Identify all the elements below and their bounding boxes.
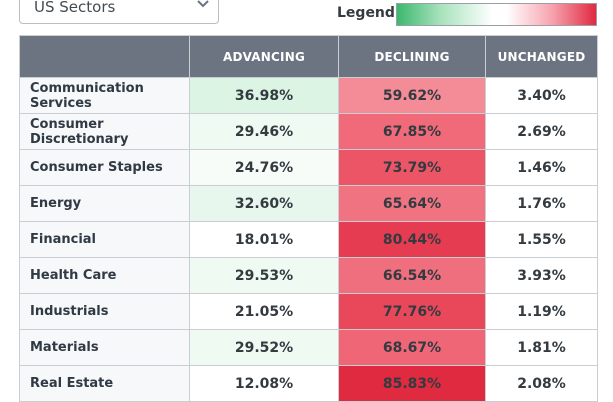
unchanged-cell: 1.46% — [485, 149, 598, 186]
table-row[interactable]: Health Care 29.53% 66.54% 3.93% — [19, 257, 598, 294]
header-unchanged[interactable]: UNCHANGED — [485, 35, 598, 78]
sector-name: Financial — [19, 221, 190, 258]
declining-cell: 77.76% — [338, 293, 486, 330]
declining-cell: 68.67% — [338, 329, 486, 366]
sector-name: Consumer Staples — [19, 149, 190, 186]
sector-name: Energy — [19, 185, 190, 222]
unchanged-cell: 1.19% — [485, 293, 598, 330]
table-row[interactable]: Financial 18.01% 80.44% 1.55% — [19, 221, 598, 258]
table-row[interactable]: Real Estate 12.08% 85.83% 2.08% — [19, 365, 598, 402]
sector-group-select-value: US Sectors — [34, 0, 116, 16]
sector-name: Consumer Discretionary — [19, 113, 190, 150]
declining-cell: 66.54% — [338, 257, 486, 294]
advancing-cell: 29.46% — [189, 113, 339, 150]
advancing-cell: 36.98% — [189, 77, 339, 114]
advancing-cell: 21.05% — [189, 293, 339, 330]
advancing-cell: 32.60% — [189, 185, 339, 222]
unchanged-cell: 2.08% — [485, 365, 598, 402]
advancing-cell: 29.52% — [189, 329, 339, 366]
sector-name: Communication Services — [19, 77, 190, 114]
declining-cell: 67.85% — [338, 113, 486, 150]
header-declining[interactable]: DECLINING — [338, 35, 486, 78]
advancing-cell: 12.08% — [189, 365, 339, 402]
legend-label: Legend: — [337, 5, 401, 21]
advancing-cell: 18.01% — [189, 221, 339, 258]
unchanged-cell: 3.40% — [485, 77, 598, 114]
sector-name: Health Care — [19, 257, 190, 294]
unchanged-cell: 3.93% — [485, 257, 598, 294]
table-row[interactable]: Materials 29.52% 68.67% 1.81% — [19, 329, 598, 366]
unchanged-cell: 1.81% — [485, 329, 598, 366]
declining-cell: 73.79% — [338, 149, 486, 186]
unchanged-cell: 1.55% — [485, 221, 598, 258]
legend-gradient-bar — [396, 3, 597, 26]
table-row[interactable]: Consumer Discretionary 29.46% 67.85% 2.69% — [19, 113, 598, 150]
advancing-cell: 29.53% — [189, 257, 339, 294]
table-body: Communication Services 36.98% 59.62% 3.40% C… — [19, 77, 598, 402]
table-row[interactable]: Energy 32.60% 65.64% 1.76% — [19, 185, 598, 222]
sector-breadth-table: ADVANCING DECLINING UNCHANGED Communicat… — [19, 35, 598, 402]
sector-name: Industrials — [19, 293, 190, 330]
table-row[interactable]: Communication Services 36.98% 59.62% 3.40% — [19, 77, 598, 114]
chevron-down-icon — [197, 0, 209, 8]
sector-name: Real Estate — [19, 365, 190, 402]
header-sector — [19, 35, 190, 78]
unchanged-cell: 1.76% — [485, 185, 598, 222]
declining-cell: 80.44% — [338, 221, 486, 258]
header-advancing[interactable]: ADVANCING — [189, 35, 339, 78]
declining-cell: 85.83% — [338, 365, 486, 402]
table-header-row: ADVANCING DECLINING UNCHANGED — [19, 35, 598, 78]
table-row[interactable]: Consumer Staples 24.76% 73.79% 1.46% — [19, 149, 598, 186]
declining-cell: 59.62% — [338, 77, 486, 114]
advancing-cell: 24.76% — [189, 149, 339, 186]
sector-name: Materials — [19, 329, 190, 366]
declining-cell: 65.64% — [338, 185, 486, 222]
unchanged-cell: 2.69% — [485, 113, 598, 150]
table-row[interactable]: Industrials 21.05% 77.76% 1.19% — [19, 293, 598, 330]
sector-group-select[interactable]: US Sectors — [19, 0, 219, 24]
